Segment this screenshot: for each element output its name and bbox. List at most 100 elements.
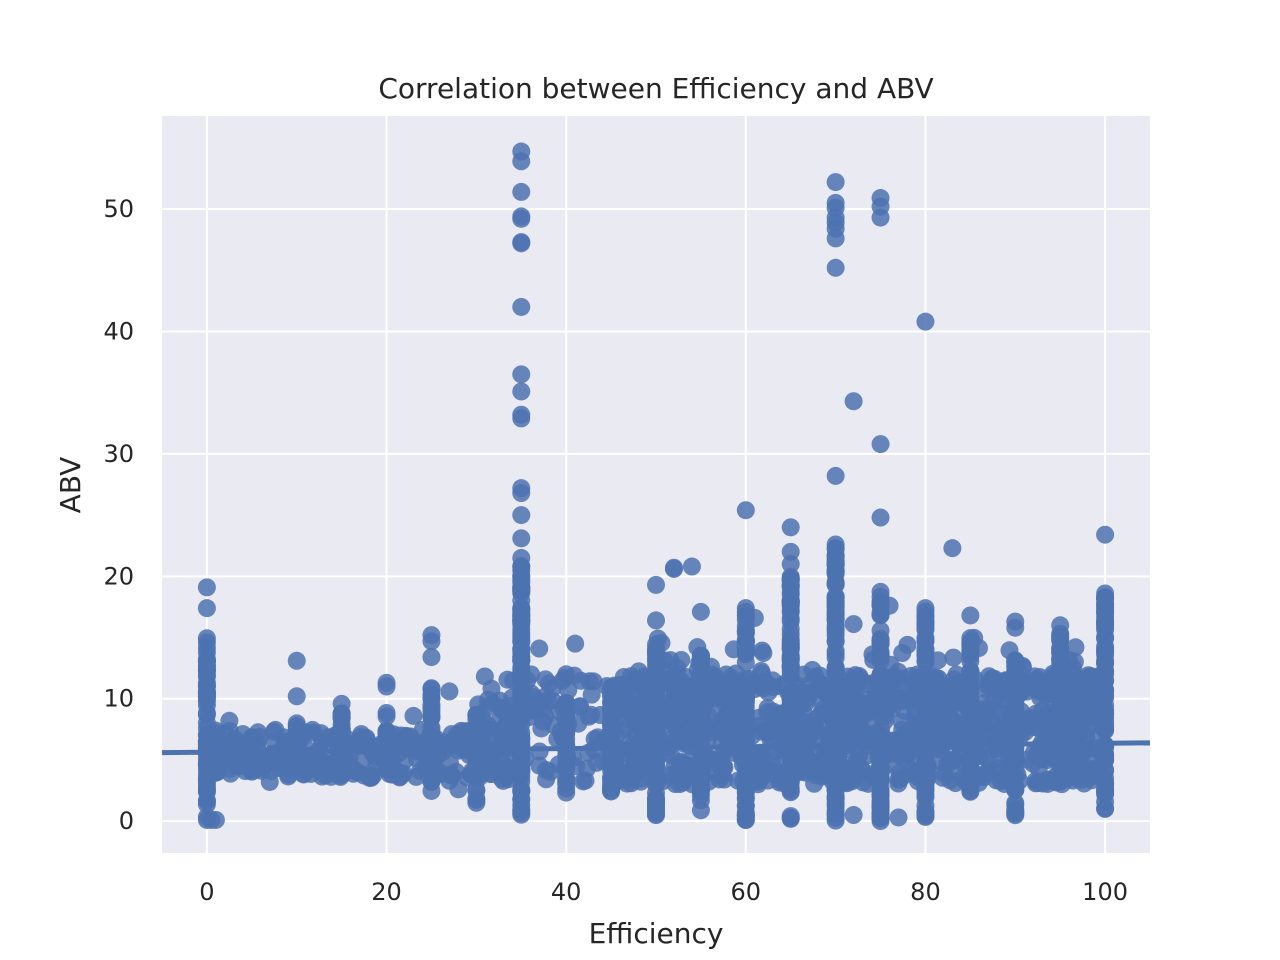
data-point <box>829 667 848 686</box>
data-point <box>1087 709 1106 728</box>
data-point <box>793 724 812 743</box>
data-point <box>296 738 315 757</box>
data-point <box>512 506 531 525</box>
data-point <box>781 570 800 589</box>
data-point <box>512 573 531 592</box>
data-point <box>422 648 441 667</box>
data-point <box>314 759 333 778</box>
data-point <box>844 806 863 825</box>
data-point <box>662 668 681 687</box>
data-point <box>611 676 630 695</box>
data-point <box>998 771 1017 790</box>
data-point <box>512 529 531 548</box>
data-point <box>260 772 279 791</box>
data-point <box>1096 588 1115 607</box>
data-point <box>901 721 920 740</box>
data-point <box>512 782 531 801</box>
data-point <box>740 669 759 688</box>
data-point <box>643 725 662 744</box>
data-point <box>842 772 861 791</box>
data-point <box>503 688 522 707</box>
data-point <box>467 793 486 812</box>
data-point <box>871 508 890 527</box>
data-point <box>696 747 715 766</box>
data-point <box>204 759 223 778</box>
data-point <box>512 234 531 253</box>
data-point <box>944 648 963 667</box>
data-point <box>844 615 863 634</box>
data-point <box>826 611 845 630</box>
data-point <box>724 640 743 659</box>
data-point <box>736 621 755 640</box>
data-point <box>826 466 845 485</box>
data-point <box>1033 774 1052 793</box>
data-point <box>1051 616 1070 635</box>
data-point <box>197 599 216 618</box>
data-point <box>917 767 936 786</box>
data-point <box>666 690 685 709</box>
data-point <box>645 669 664 688</box>
data-point <box>826 173 845 192</box>
data-point <box>197 638 216 657</box>
data-point <box>916 785 935 804</box>
x-tick-label: 20 <box>371 878 402 906</box>
data-point <box>1006 803 1025 822</box>
data-point <box>522 665 541 684</box>
data-point <box>826 644 845 663</box>
data-point <box>380 765 399 784</box>
data-point <box>197 703 216 722</box>
data-point <box>781 619 800 638</box>
data-point <box>960 723 979 742</box>
data-point <box>831 682 850 701</box>
y-tick-label: 30 <box>103 440 134 468</box>
y-tick-label: 0 <box>119 807 134 835</box>
data-point <box>826 556 845 575</box>
data-point <box>512 409 531 428</box>
data-point <box>512 182 531 201</box>
data-point <box>1096 608 1115 627</box>
data-point <box>1083 760 1102 779</box>
data-point <box>1066 744 1085 763</box>
data-point <box>512 800 531 819</box>
data-point <box>574 772 593 791</box>
data-point <box>498 758 517 777</box>
data-point <box>873 699 892 718</box>
data-point <box>416 756 435 775</box>
data-point <box>691 693 710 712</box>
data-point <box>664 559 683 578</box>
data-point <box>643 746 662 765</box>
data-point <box>915 665 934 684</box>
data-point <box>961 606 980 625</box>
data-point <box>866 685 885 704</box>
data-point <box>871 208 890 227</box>
data-point <box>781 596 800 615</box>
data-point <box>359 765 378 784</box>
data-point <box>772 772 791 791</box>
data-point <box>772 704 791 723</box>
data-point <box>422 632 441 651</box>
data-point <box>647 575 665 594</box>
data-point <box>233 725 252 744</box>
data-point <box>512 382 531 401</box>
data-point <box>943 539 962 558</box>
data-point <box>872 719 891 738</box>
data-point <box>745 608 764 627</box>
data-point <box>844 392 863 411</box>
data-point <box>943 761 962 780</box>
data-point <box>889 808 908 827</box>
data-point <box>736 806 755 825</box>
data-point <box>999 690 1018 709</box>
data-point <box>377 677 396 696</box>
data-point <box>484 721 503 740</box>
data-point <box>338 730 357 749</box>
data-point <box>626 753 645 772</box>
data-point <box>880 596 899 615</box>
data-point <box>736 749 755 768</box>
data-point <box>846 666 865 685</box>
data-point <box>1096 525 1115 544</box>
data-point <box>1069 677 1088 696</box>
data-point <box>898 635 917 654</box>
data-point <box>781 555 800 574</box>
data-point <box>377 703 396 722</box>
data-point <box>871 746 890 765</box>
